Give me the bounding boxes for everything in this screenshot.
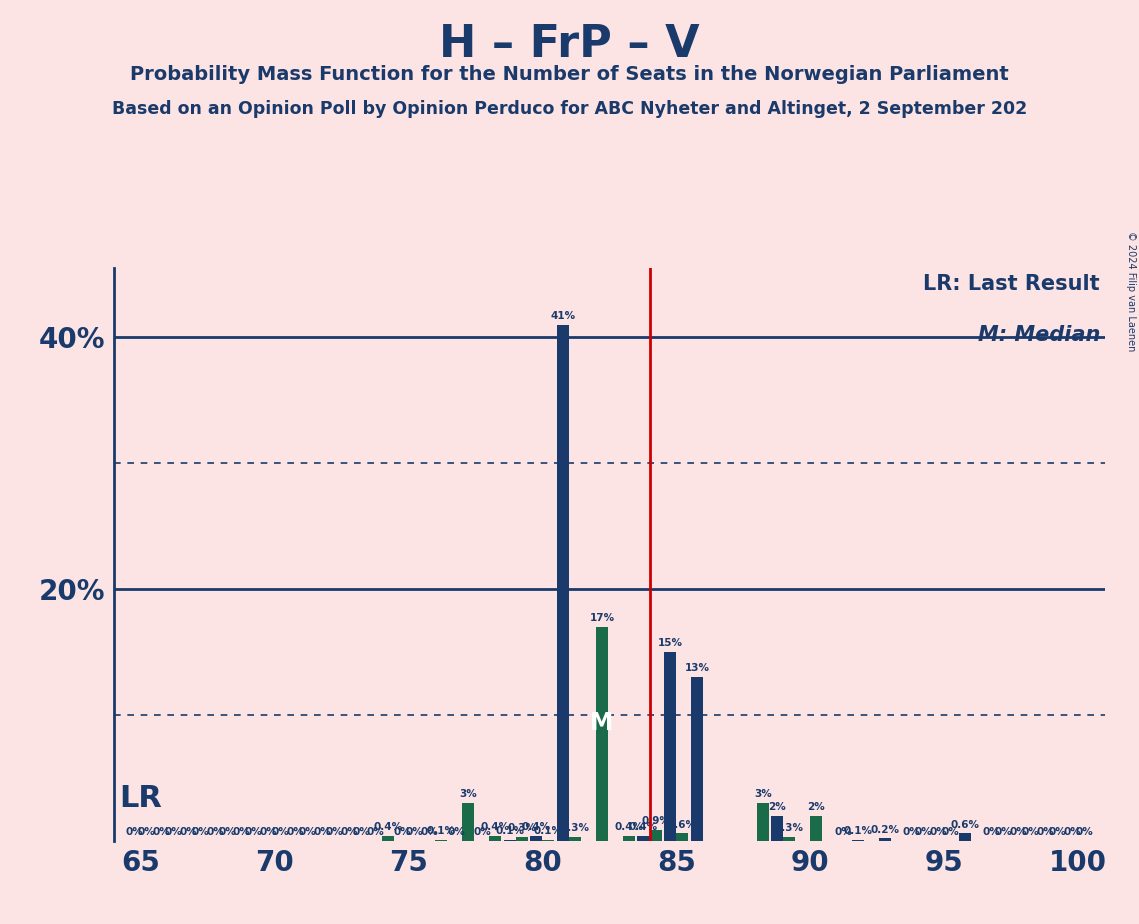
Text: 0.3%: 0.3% <box>775 823 804 833</box>
Text: Based on an Opinion Poll by Opinion Perduco for ABC Nyheter and Altinget, 2 Sept: Based on an Opinion Poll by Opinion Perd… <box>112 100 1027 117</box>
Text: 0.4%: 0.4% <box>629 822 658 832</box>
Text: 0%: 0% <box>165 827 182 837</box>
Text: 3%: 3% <box>459 789 477 799</box>
Text: 0.1%: 0.1% <box>495 826 524 836</box>
Bar <box>623 836 634 841</box>
Text: Probability Mass Function for the Number of Seats in the Norwegian Parliament: Probability Mass Function for the Number… <box>130 65 1009 84</box>
Text: 0%: 0% <box>125 827 144 837</box>
Bar <box>531 836 542 841</box>
Text: 0%: 0% <box>405 827 424 837</box>
Text: 0%: 0% <box>272 827 289 837</box>
Bar <box>649 830 662 841</box>
Bar <box>959 833 970 841</box>
Bar <box>878 838 891 841</box>
Text: 2%: 2% <box>808 802 825 812</box>
Text: 0.3%: 0.3% <box>560 823 590 833</box>
Text: 0%: 0% <box>929 827 947 837</box>
Text: M: M <box>590 711 614 736</box>
Text: 0%: 0% <box>983 827 1000 837</box>
Text: 0%: 0% <box>326 827 343 837</box>
Text: 17%: 17% <box>590 613 615 623</box>
Text: 0.4%: 0.4% <box>522 822 551 832</box>
Bar <box>691 677 703 841</box>
Bar <box>596 626 608 841</box>
Text: 0.1%: 0.1% <box>427 826 456 836</box>
Text: 0.1%: 0.1% <box>843 826 872 836</box>
Text: 0%: 0% <box>834 827 852 837</box>
Text: 0%: 0% <box>1009 827 1027 837</box>
Text: 0.9%: 0.9% <box>641 816 670 826</box>
Text: 41%: 41% <box>550 310 575 321</box>
Text: 13%: 13% <box>685 663 710 674</box>
Text: 2%: 2% <box>769 802 786 812</box>
Text: 0%: 0% <box>994 827 1013 837</box>
Text: 0.3%: 0.3% <box>507 823 536 833</box>
Bar <box>557 324 570 841</box>
Bar <box>516 837 527 841</box>
Text: 0%: 0% <box>420 827 439 837</box>
Text: 0.6%: 0.6% <box>950 820 980 830</box>
Text: 0%: 0% <box>138 827 156 837</box>
Text: 0.4%: 0.4% <box>614 822 644 832</box>
Text: 0%: 0% <box>474 827 492 837</box>
Text: LR: LR <box>118 784 162 812</box>
Bar <box>664 652 677 841</box>
Bar <box>382 836 394 841</box>
Text: 0%: 0% <box>153 827 171 837</box>
Bar <box>503 840 516 841</box>
Bar <box>462 803 474 841</box>
Text: 0.4%: 0.4% <box>481 822 509 832</box>
Text: 0%: 0% <box>1048 827 1066 837</box>
Text: 0.6%: 0.6% <box>667 820 697 830</box>
Text: 0%: 0% <box>1022 827 1040 837</box>
Bar <box>570 837 581 841</box>
Text: H – FrP – V: H – FrP – V <box>440 23 699 67</box>
Text: 0%: 0% <box>902 827 920 837</box>
Text: M: Median: M: Median <box>977 325 1100 346</box>
Text: 0%: 0% <box>394 827 411 837</box>
Text: 0%: 0% <box>287 827 304 837</box>
Text: 0%: 0% <box>191 827 210 837</box>
Text: 0%: 0% <box>367 827 385 837</box>
Bar <box>638 836 649 841</box>
Text: 0%: 0% <box>232 827 251 837</box>
Text: 0%: 0% <box>298 827 317 837</box>
Bar <box>756 803 769 841</box>
Text: 0%: 0% <box>448 827 465 837</box>
Text: 0%: 0% <box>219 827 236 837</box>
Text: LR: Last Result: LR: Last Result <box>924 274 1100 294</box>
Text: 0%: 0% <box>1063 827 1081 837</box>
Text: 0%: 0% <box>915 827 932 837</box>
Text: 0%: 0% <box>245 827 263 837</box>
Bar <box>435 840 448 841</box>
Text: 0%: 0% <box>352 827 370 837</box>
Bar <box>677 833 688 841</box>
Text: 0%: 0% <box>260 827 278 837</box>
Bar <box>489 836 501 841</box>
Text: 15%: 15% <box>658 638 682 649</box>
Text: © 2024 Filip van Laenen: © 2024 Filip van Laenen <box>1126 231 1136 351</box>
Text: 0%: 0% <box>179 827 197 837</box>
Bar <box>810 816 822 841</box>
Bar <box>542 840 555 841</box>
Text: 0%: 0% <box>1075 827 1093 837</box>
Text: 0.2%: 0.2% <box>870 824 899 834</box>
Bar <box>784 837 795 841</box>
Text: 3%: 3% <box>754 789 771 799</box>
Text: 0.4%: 0.4% <box>374 822 402 832</box>
Text: 0%: 0% <box>1036 827 1054 837</box>
Bar <box>771 816 784 841</box>
Text: 0%: 0% <box>313 827 331 837</box>
Bar <box>852 840 863 841</box>
Text: 0.1%: 0.1% <box>534 826 563 836</box>
Text: 0%: 0% <box>206 827 224 837</box>
Text: 0%: 0% <box>941 827 959 837</box>
Text: 0%: 0% <box>341 827 358 837</box>
